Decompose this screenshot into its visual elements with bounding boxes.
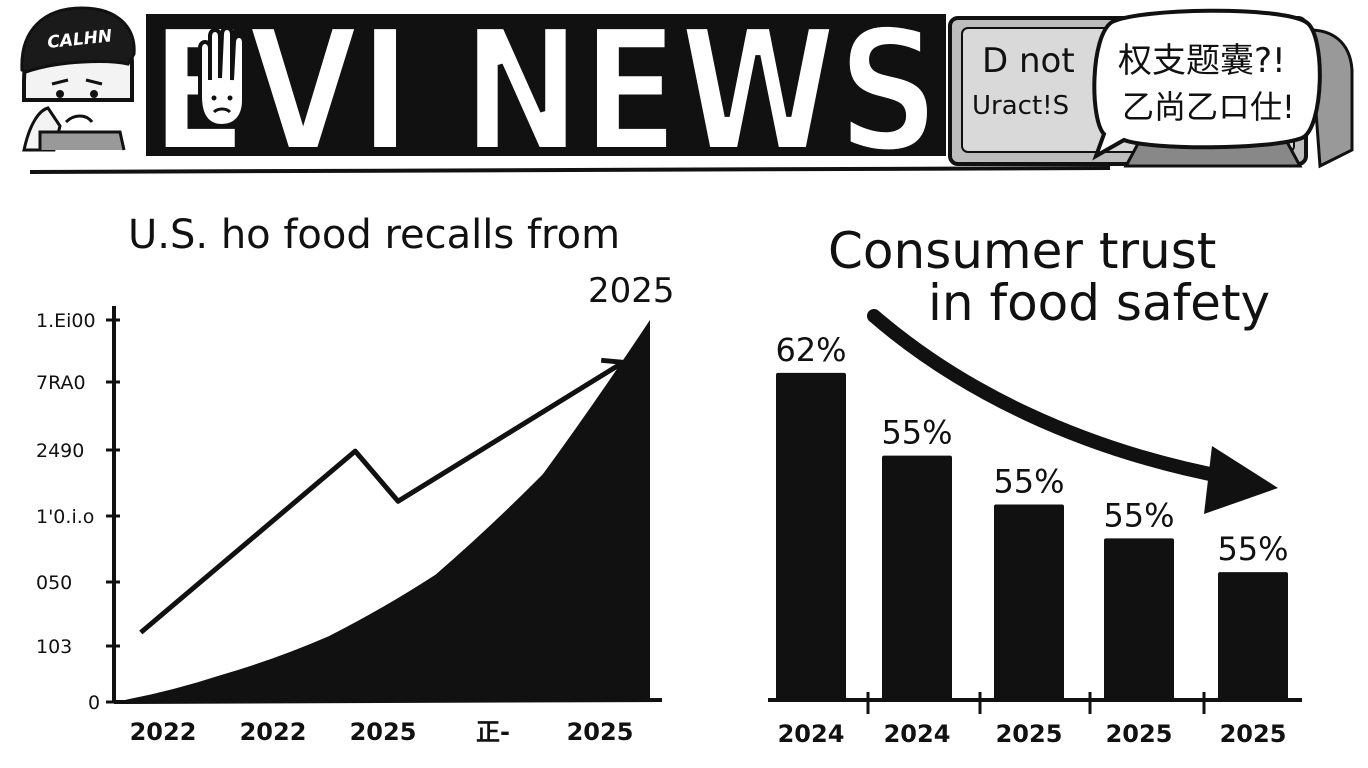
recalls-chart-title-line-2: 2025 [588,271,675,311]
trend-down-arrow-icon [867,309,1278,514]
bubble-left-line-2: Uract!S [972,91,1069,121]
trust-bar-2025 [1104,538,1174,700]
recalls-chart: U.S. ho food recalls from 2025 1.Ei00 7RA… [36,212,675,746]
trust-bar-2024 [882,455,952,700]
recalls-x-tick-label: 正- [476,718,510,746]
trust-x-tick-label: 2025 [1220,720,1287,748]
recalls-y-tick-label: 103 [36,636,72,658]
raised-hand-icon [198,26,246,129]
recalls-x-tick-label: 2022 [240,718,307,746]
header-divider [29,166,1111,174]
recalls-line-series [139,360,625,635]
trust-x-axis: 2024 2024 2025 2025 2025 [768,692,1302,748]
bubble-left-line-1: D not [982,41,1075,81]
trust-chart-title-line-2: in food safety [928,274,1270,332]
trust-bar-value-label: 55% [1103,496,1174,534]
trust-bar-2025 [994,504,1064,700]
trust-bar-value-label: 55% [993,462,1064,500]
recalls-x-axis-line [113,698,663,704]
recalls-y-tick-label: 0 [88,692,100,714]
recalls-x-tick-label: 2025 [567,718,634,746]
speech-bubble: D not Uract!S 权支题囊?! 乙尚乙ロ仕! [972,8,1322,161]
recalls-line-arrowhead-icon [600,357,626,384]
trust-bar-value-label: 55% [1217,530,1288,568]
recalls-y-tick-label: 1.Ei00 [36,310,96,332]
recalls-chart-title-line-1: U.S. ho food recalls from [128,212,620,258]
trust-bar-2024 [776,372,846,700]
recalls-y-tick-label: 2490 [36,440,84,462]
trust-bar-value-label: 55% [881,414,952,452]
bubble-right-line-1: 权支题囊?! [1118,41,1286,81]
trust-bar-value-label: 62% [775,331,846,369]
recalls-area-series [114,319,650,702]
bubble-right-line-2: 乙尚乙ロ仕! [1122,88,1295,126]
recalls-x-tick-label: 2025 [350,718,417,746]
recalls-y-tick-label: 050 [36,572,72,594]
trust-chart: Consumer trust in food safety 62% 55% 55% 5… [768,222,1302,748]
trust-x-tick-label: 2024 [778,720,845,748]
trust-chart-title-line-1: Consumer trust [828,222,1216,280]
trust-x-tick-label: 2025 [996,720,1063,748]
recalls-x-axis: 2022 2022 2025 正- 2025 [113,698,663,746]
trust-bar-2025 [1218,572,1288,700]
cap-icon [20,6,136,74]
recalls-y-axis: 1.Ei00 7RA0 2490 1'0.i.o 050 103 0 [36,306,120,714]
recalls-y-tick-label: 1'0.i.o [36,506,94,528]
masthead-title: EVI NEWS [150,0,940,191]
recalls-plot-area [114,319,650,702]
recalls-x-tick-label: 2022 [130,718,197,746]
worried-character-illustration: CALHN [20,6,136,152]
recalls-y-tick-label: 7RA0 [36,372,86,394]
trust-bars: 62% 55% 55% 55% 55% [775,331,1289,700]
trust-x-tick-label: 2024 [884,720,951,748]
trust-x-tick-label: 2025 [1106,720,1173,748]
header: CALHN EVI NEWS D not Uract! [20,0,1354,194]
